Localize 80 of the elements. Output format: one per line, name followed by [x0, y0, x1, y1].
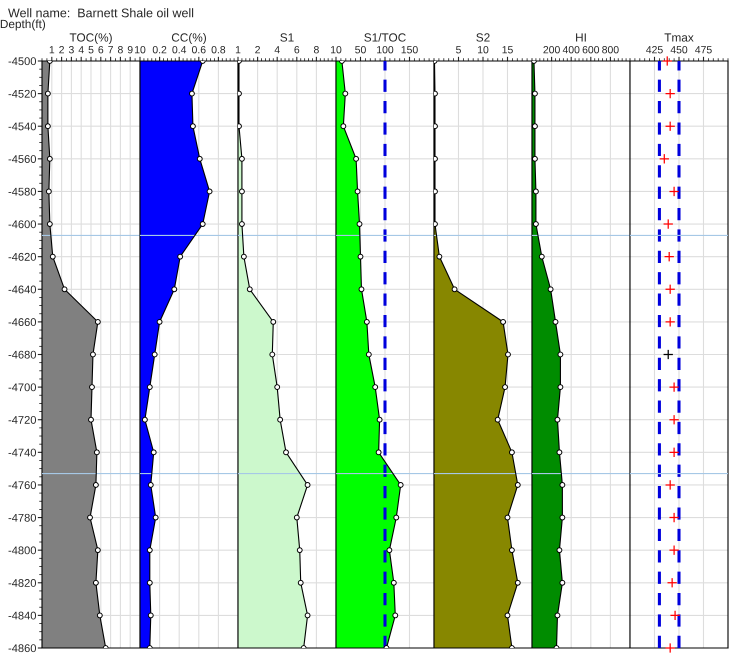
- point: [670, 610, 680, 621]
- x-tick-label: 2: [255, 46, 260, 54]
- x-tick-label: 4: [78, 46, 84, 54]
- x-tick-label: 10: [331, 46, 342, 54]
- x-tick-label: 9: [128, 46, 133, 54]
- point: [662, 349, 674, 360]
- x-tick-label: 0.8: [212, 46, 226, 54]
- point: [659, 154, 670, 164]
- y-tick-label: -4800: [8, 546, 36, 554]
- x-tick-label: 475: [695, 46, 712, 54]
- point: [664, 88, 676, 99]
- x-tick-label: 3: [68, 46, 74, 54]
- y-tick-label: -4600: [8, 220, 36, 228]
- chart-title: S1/TOC: [364, 33, 406, 42]
- x-tick-label: 2: [59, 46, 64, 54]
- point: [664, 284, 676, 295]
- x-tick-label: 1: [236, 46, 240, 54]
- x-tick-label: 200: [543, 46, 560, 54]
- y-tick-label: -4680: [8, 350, 36, 359]
- x-tick-label: 8: [118, 46, 123, 54]
- y-tick-label: -4540: [8, 122, 36, 130]
- x-tick-label: 6: [98, 46, 104, 54]
- x-tick-label: 15: [502, 46, 513, 54]
- y-tick-label: -4560: [8, 155, 36, 163]
- point: [664, 642, 676, 654]
- x-tick-label: 400: [562, 46, 580, 54]
- point: [668, 186, 680, 197]
- y-tick-label: -4740: [8, 448, 36, 456]
- chart-title: S1: [280, 33, 294, 42]
- x-tick-label: 10: [135, 46, 146, 54]
- y-tick-label: -4520: [8, 90, 36, 98]
- x-tick-label: 0.4: [172, 46, 186, 54]
- x-tick-label: 100: [377, 46, 394, 54]
- point: [668, 447, 680, 458]
- x-tick-label: 5: [88, 46, 94, 54]
- x-tick-label: 1: [50, 46, 54, 54]
- x-tick-label: 0.6: [192, 46, 206, 54]
- point: [666, 577, 678, 588]
- x-tick-label: 6: [294, 46, 300, 54]
- x-tick-label: 10: [478, 46, 488, 54]
- text: Well name: Barnett Shale oil well: [8, 8, 194, 18]
- point: [668, 382, 680, 392]
- y-tick-label: -4660: [8, 318, 36, 326]
- x-tick-label: 800: [602, 46, 619, 54]
- x-tick-label: 50: [355, 46, 366, 54]
- point: [662, 218, 674, 230]
- point: [668, 544, 680, 556]
- x-tick-label: 150: [402, 46, 418, 54]
- y-tick-label: -4640: [8, 286, 36, 294]
- chart-title: HI: [576, 33, 586, 42]
- y-tick-label: -4860: [8, 644, 36, 652]
- x-tick-label: 7: [108, 46, 113, 54]
- y-tick-label: -4780: [8, 514, 36, 522]
- x-tick-label: 8: [314, 46, 319, 54]
- point: [664, 480, 676, 490]
- y-tick-label: -4720: [8, 416, 36, 424]
- point: [668, 512, 680, 523]
- point: [662, 56, 673, 66]
- chart-title: S2: [476, 33, 490, 42]
- y-tick-label: -4620: [8, 252, 36, 261]
- point: [664, 251, 674, 262]
- y-tick-label: -4840: [8, 612, 36, 620]
- point: [664, 316, 676, 328]
- point: [664, 120, 676, 132]
- y-tick-label: -4580: [8, 188, 36, 196]
- y-tick-label: -4760: [8, 481, 36, 490]
- y-tick-label: -4500: [8, 57, 36, 66]
- y-tick-label: -4700: [8, 383, 36, 392]
- x-tick-label: 5: [456, 46, 461, 54]
- chart-title: TOC(%): [70, 33, 112, 44]
- x-tick-label: 450: [670, 46, 688, 54]
- chart-title: CC(%): [172, 33, 206, 44]
- x-tick-label: 0.2: [152, 46, 166, 54]
- y-axis-title: Depth(ft): [0, 19, 46, 30]
- x-tick-label: 600: [582, 46, 600, 54]
- y-tick-label: -4820: [8, 579, 36, 587]
- chart-title: Tmax: [664, 33, 694, 42]
- x-tick-label: 425: [646, 46, 663, 54]
- x-tick-label: 4: [274, 46, 280, 54]
- point: [668, 414, 680, 426]
